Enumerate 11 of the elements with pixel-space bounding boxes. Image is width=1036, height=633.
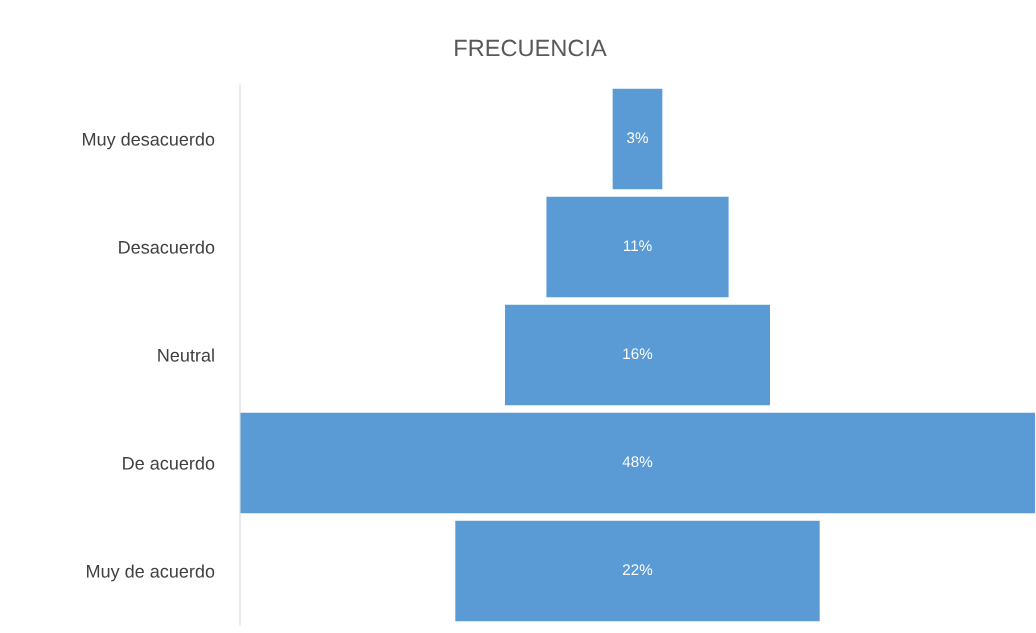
category-label: Muy desacuerdo <box>83 132 215 150</box>
text: FRECUENCIA <box>455 39 607 57</box>
data-label: 16% <box>623 348 653 360</box>
data-label: 3% <box>627 132 648 144</box>
data-label: 11% <box>623 240 652 252</box>
data-label: 48% <box>622 456 653 468</box>
category-label: De acuerdo <box>123 456 215 470</box>
category-label: Neutral <box>158 348 214 362</box>
category-label: Desacuerdo <box>119 240 215 254</box>
category-label: Muy de acuerdo <box>87 564 215 582</box>
data-label: 22% <box>622 564 653 576</box>
